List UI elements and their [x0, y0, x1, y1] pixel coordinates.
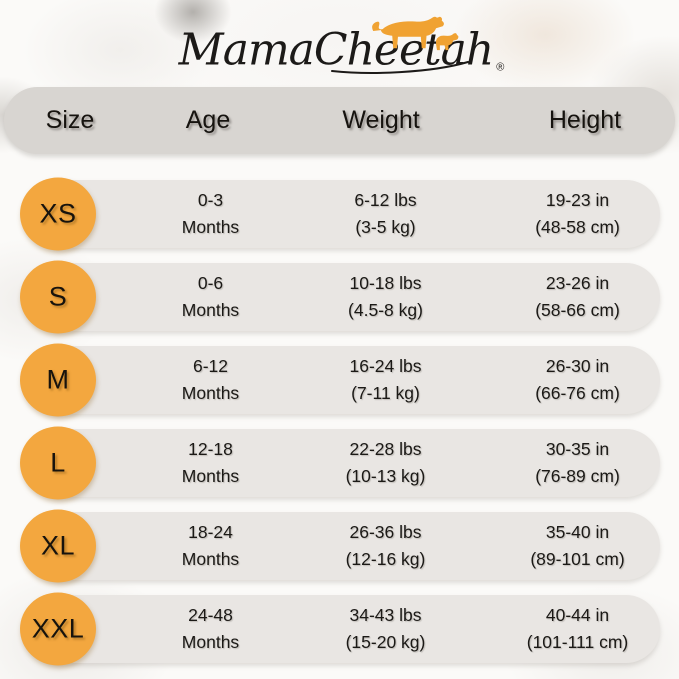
weight-cell: 22-28 lbs (10-13 kg) [298, 436, 473, 490]
cheetah-and-cub-icon [372, 16, 459, 51]
height-cell: 26-30 in (66-76 cm) [473, 353, 660, 407]
table-row-s: S 0-6 Months 10-18 lbs (4.5-8 kg) 23-26 … [20, 260, 660, 334]
height-cell: 40-44 in (101-111 cm) [473, 602, 660, 656]
age-cell: 24-48 Months [128, 602, 293, 656]
height-in: 40-44 in [545, 605, 610, 625]
header-weight: Weight [342, 106, 420, 134]
header-age: Age [185, 106, 231, 134]
size-badge-l: L [20, 426, 96, 500]
age-unit: Months [181, 217, 240, 237]
height-cm: (76-89 cm) [535, 466, 620, 486]
age-unit: Months [181, 383, 240, 403]
weight-cell: 10-18 lbs (4.5-8 kg) [298, 270, 473, 324]
size-label: XXL [31, 613, 85, 644]
age-range: 0-3 [197, 190, 224, 210]
header-height: Height [548, 106, 622, 134]
weight-kg: (15-20 kg) [345, 632, 426, 652]
size-label: M [46, 364, 70, 395]
table-header-row: Size Age Weight Height [4, 87, 675, 154]
height-in: 26-30 in [545, 356, 610, 376]
brand-logo: MamaCheetah ® [0, 0, 679, 87]
size-rows: XS 0-3 Months 6-12 lbs (3-5 kg) 19-23 in… [0, 177, 679, 678]
size-badge-xs: XS [20, 177, 96, 251]
height-cm: (89-101 cm) [530, 549, 625, 569]
size-badge-xxl: XXL [20, 592, 96, 666]
height-in: 30-35 in [545, 439, 610, 459]
weight-kg: (4.5-8 kg) [348, 300, 423, 320]
weight-kg: (12-16 kg) [345, 549, 426, 569]
weight-cell: 6-12 lbs (3-5 kg) [298, 187, 473, 241]
weight-lbs: 16-24 lbs [349, 356, 422, 376]
age-unit: Months [181, 632, 240, 652]
size-label: S [48, 281, 68, 312]
weight-cell: 16-24 lbs (7-11 kg) [298, 353, 473, 407]
height-cell: 19-23 in (48-58 cm) [473, 187, 660, 241]
weight-cell: 34-43 lbs (15-20 kg) [298, 602, 473, 656]
height-cell: 30-35 in (76-89 cm) [473, 436, 660, 490]
height-in: 23-26 in [545, 273, 610, 293]
age-unit: Months [181, 300, 240, 320]
table-row-l: L 12-18 Months 22-28 lbs (10-13 kg) 30-3… [20, 426, 660, 500]
age-cell: 0-6 Months [128, 270, 293, 324]
height-cm: (48-58 cm) [535, 217, 620, 237]
age-cell: 12-18 Months [128, 436, 293, 490]
height-cell: 35-40 in (89-101 cm) [473, 519, 660, 573]
size-label: XL [40, 530, 76, 561]
table-row-xxl: XXL 24-48 Months 34-43 lbs (15-20 kg) 40… [20, 592, 660, 666]
registered-trademark-symbol: ® [496, 61, 504, 74]
logo-swash-flourish [331, 61, 469, 74]
weight-lbs: 6-12 lbs [354, 190, 417, 210]
size-label: XS [39, 198, 77, 229]
weight-kg: (7-11 kg) [351, 383, 420, 403]
height-cm: (101-111 cm) [526, 632, 629, 652]
age-cell: 18-24 Months [128, 519, 293, 573]
table-row-m: M 6-12 Months 16-24 lbs (7-11 kg) 26-30 … [20, 343, 660, 417]
age-cell: 6-12 Months [128, 353, 293, 407]
weight-lbs: 34-43 lbs [349, 605, 422, 625]
height-in: 35-40 in [545, 522, 610, 542]
size-label: L [50, 447, 66, 478]
header-size: Size [45, 106, 95, 134]
size-badge-s: S [20, 260, 96, 334]
age-range: 0-6 [197, 273, 224, 293]
height-cm: (66-76 cm) [535, 383, 620, 403]
weight-lbs: 22-28 lbs [349, 439, 422, 459]
weight-cell: 26-36 lbs (12-16 kg) [298, 519, 473, 573]
size-badge-m: M [20, 343, 96, 417]
table-row-xs: XS 0-3 Months 6-12 lbs (3-5 kg) 19-23 in… [20, 177, 660, 251]
weight-kg: (3-5 kg) [355, 217, 416, 237]
age-range: 12-18 [188, 439, 233, 459]
height-cell: 23-26 in (58-66 cm) [473, 270, 660, 324]
age-unit: Months [181, 549, 240, 569]
weight-lbs: 26-36 lbs [349, 522, 422, 542]
height-cm: (58-66 cm) [535, 300, 620, 320]
table-row-xl: XL 18-24 Months 26-36 lbs (12-16 kg) 35-… [20, 509, 660, 583]
age-unit: Months [181, 466, 240, 486]
weight-lbs: 10-18 lbs [349, 273, 422, 293]
age-range: 18-24 [188, 522, 233, 542]
size-badge-xl: XL [20, 509, 96, 583]
weight-kg: (10-13 kg) [345, 466, 426, 486]
age-range: 24-48 [188, 605, 233, 625]
height-in: 19-23 in [545, 190, 610, 210]
age-cell: 0-3 Months [128, 187, 293, 241]
age-range: 6-12 [192, 356, 229, 376]
